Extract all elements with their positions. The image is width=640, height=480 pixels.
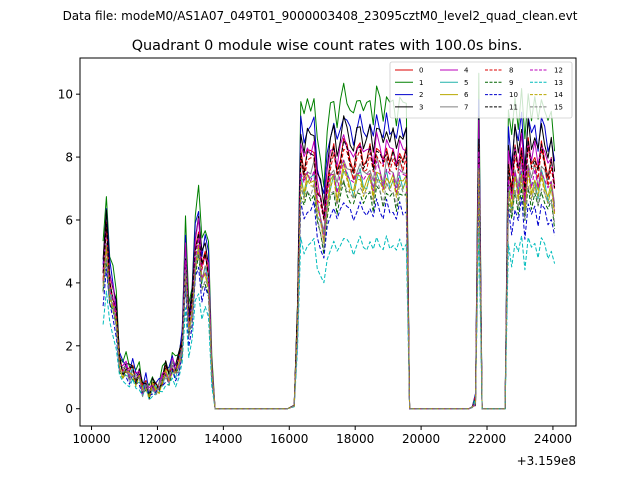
legend-label-1: 1: [419, 79, 423, 87]
y-tick-label: 0: [65, 402, 73, 416]
legend-label-2: 2: [419, 91, 423, 99]
x-tick-label: 18000: [336, 432, 374, 446]
y-tick-label: 6: [65, 213, 73, 227]
x-tick-label: 10000: [72, 432, 110, 446]
x-tick-label: 20000: [402, 432, 440, 446]
series-group: [102, 72, 556, 410]
x-tick-label: 12000: [138, 432, 176, 446]
plot-area: 10000 12000 14000 16000 18000 20000 22000 24000…: [58, 57, 577, 446]
legend-label-5: 5: [464, 79, 468, 87]
y-tick-label: 8: [65, 151, 73, 165]
x-tick-label: 24000: [534, 432, 572, 446]
y-tick-label: 2: [65, 339, 73, 353]
legend-box: [389, 61, 573, 119]
legend-label-9: 9: [509, 79, 513, 87]
legend-label-4: 4: [464, 67, 469, 75]
series-line-13: [102, 228, 556, 410]
legend-label-3: 3: [419, 103, 423, 111]
x-tick-label: 22000: [468, 432, 506, 446]
y-tick-label: 10: [58, 88, 73, 102]
x-tick-label: 16000: [270, 432, 308, 446]
x-offset-label: +3.159e8: [517, 454, 576, 468]
series-line-15: [102, 166, 556, 410]
legend-label-7: 7: [464, 103, 468, 111]
legend-label-14: 14: [554, 91, 563, 99]
x-tick-label: 14000: [204, 432, 242, 446]
legend-label-6: 6: [464, 91, 469, 99]
legend-label-11: 11: [509, 103, 518, 111]
suptitle: Data file: modeM0/AS1A07_049T01_90000034…: [63, 9, 578, 23]
axes-frame: [79, 57, 577, 427]
chart-title: Quadrant 0 module wise count rates with …: [132, 38, 523, 54]
legend-label-13: 13: [554, 79, 563, 87]
legend-label-10: 10: [509, 91, 518, 99]
legend-label-12: 12: [554, 67, 563, 75]
y-tick-label: 4: [65, 276, 73, 290]
legend-label-8: 8: [509, 67, 513, 75]
legend-label-15: 15: [554, 103, 563, 111]
legend-label-0: 0: [419, 67, 423, 75]
